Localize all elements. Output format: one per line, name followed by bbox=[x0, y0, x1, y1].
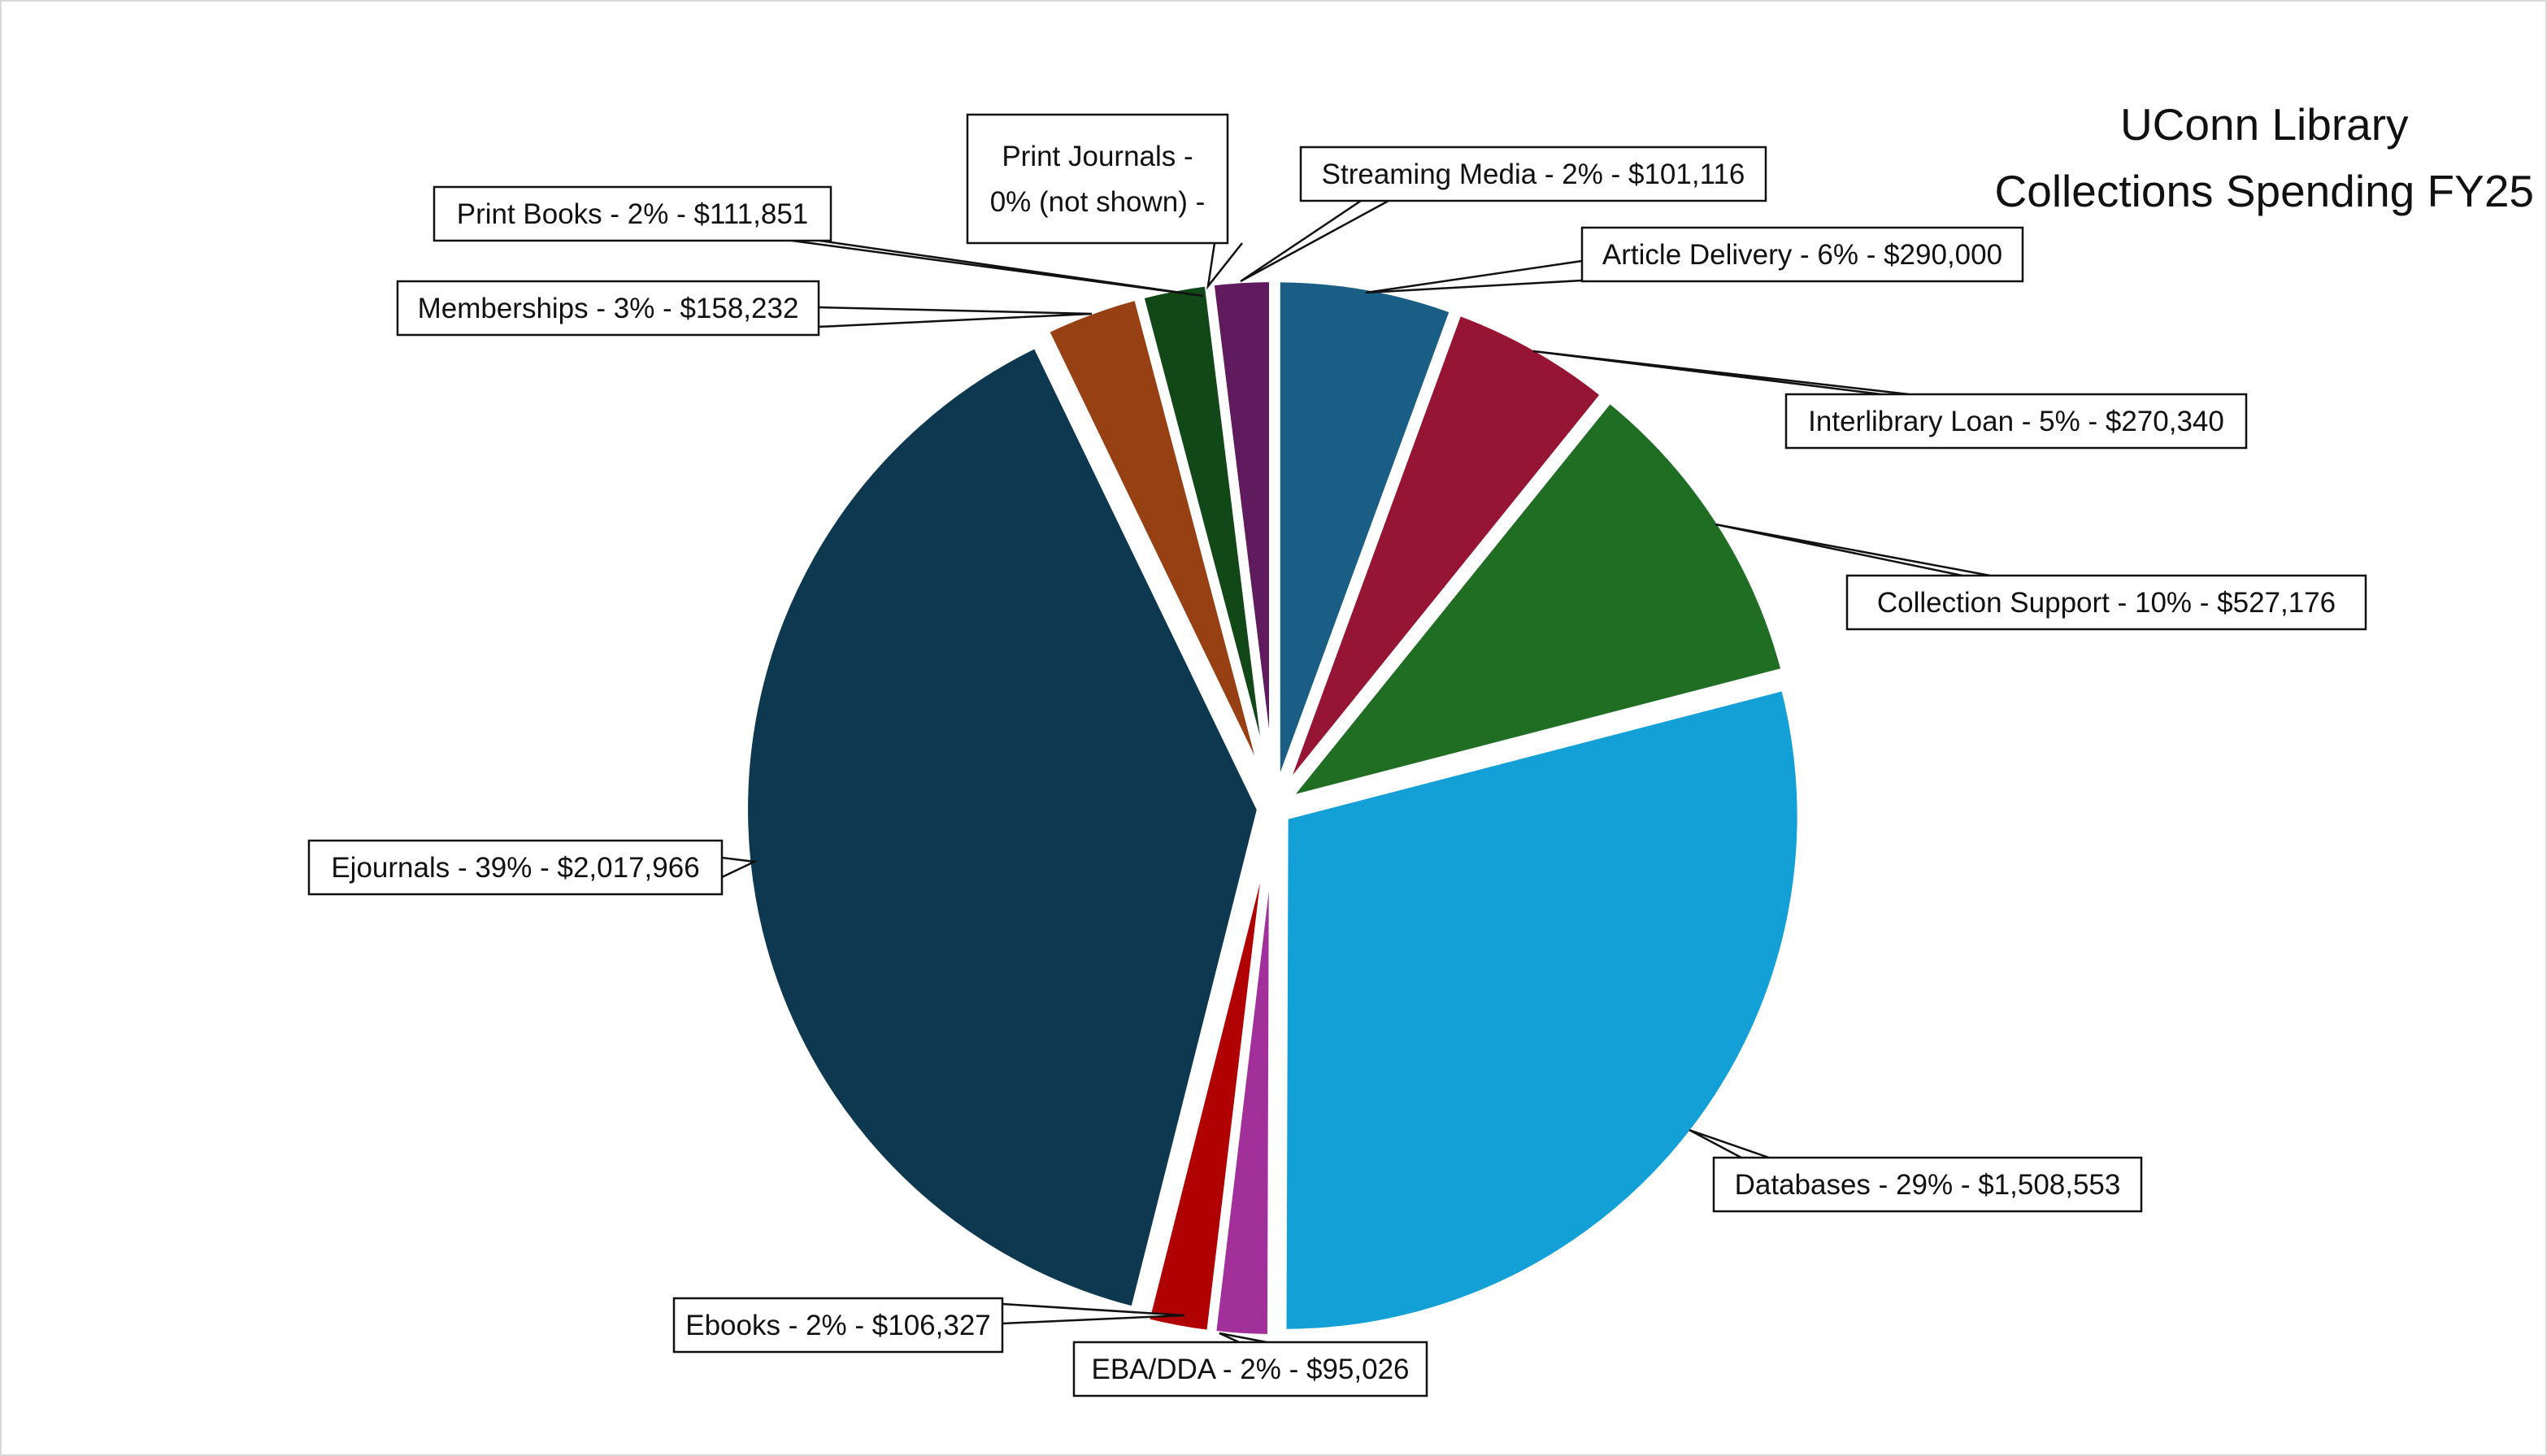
data-label-text: Ebooks - 2% - $106,327 bbox=[685, 1310, 991, 1341]
data-label-box bbox=[1784, 393, 2248, 450]
slice-collection-support bbox=[1274, 393, 1791, 808]
leader-print-journals bbox=[1206, 242, 1243, 290]
leader-print-books bbox=[791, 239, 1204, 298]
data-label-box bbox=[1712, 1156, 2143, 1213]
data-label-collection-support: Collection Support - 10% - $527,176 bbox=[1845, 574, 2367, 631]
data-label-ebooks: Ebooks - 2% - $106,327 bbox=[672, 1297, 1004, 1354]
leader-streaming-media bbox=[1240, 199, 1389, 283]
slice-labels: Article Delivery - 6% - $290,000 Interlib… bbox=[307, 113, 2367, 1397]
pie-slices bbox=[740, 274, 1806, 1342]
data-label-databases: Databases - 29% - $1,508,553 bbox=[1712, 1156, 2143, 1213]
data-label-text: Memberships - 3% - $158,232 bbox=[418, 293, 799, 324]
leader-ejournals bbox=[721, 856, 758, 879]
leader-lines bbox=[721, 199, 1991, 1344]
data-label-box bbox=[432, 185, 832, 242]
data-label-text: Streaming Media - 2% - $101,116 bbox=[1322, 159, 1745, 190]
slice-ebooks bbox=[1140, 819, 1276, 1339]
data-label-text: Print Books - 2% - $111,851 bbox=[457, 198, 809, 230]
data-label-streaming-media: Streaming Media - 2% - $101,116 bbox=[1299, 146, 1767, 202]
chart-title-line-1: UConn Library bbox=[2119, 99, 2409, 150]
slice-article-delivery bbox=[1271, 274, 1460, 797]
data-label-print-journals: Print Journals - 0% (not shown) - bbox=[966, 113, 1229, 245]
leader-memberships bbox=[818, 306, 1093, 328]
data-label-text: Collection Support - 10% - $527,176 bbox=[1877, 587, 2336, 619]
data-label-text: EBA/DDA - 2% - $95,026 bbox=[1091, 1354, 1409, 1385]
data-label-box bbox=[672, 1297, 1004, 1354]
data-label-box bbox=[1845, 574, 2367, 631]
chart-title: UConn Library Collections Spending FY25 bbox=[1995, 91, 2534, 224]
chart-title-line-2: Collections Spending FY25 bbox=[1994, 166, 2534, 216]
data-label-memberships: Memberships - 3% - $158,232 bbox=[396, 280, 820, 337]
data-label-box bbox=[1072, 1341, 1428, 1397]
slice-interlibrary-loan bbox=[1276, 306, 1611, 800]
data-label-box bbox=[396, 280, 820, 337]
leader-ebooks bbox=[1002, 1302, 1185, 1325]
data-label-text: Article Delivery - 6% - $290,000 bbox=[1602, 239, 2002, 271]
leader-databases bbox=[1689, 1128, 1770, 1159]
data-label-ejournals: Ejournals - 39% - $2,017,966 bbox=[307, 839, 724, 896]
data-label-interlibrary-loan: Interlibrary Loan - 5% - $270,340 bbox=[1784, 393, 2248, 450]
data-label-article-delivery: Article Delivery - 6% - $290,000 bbox=[1580, 226, 2024, 283]
leader-article-delivery bbox=[1365, 259, 1583, 294]
data-label-text: Print Journals - bbox=[1002, 141, 1193, 172]
data-label-print-books: Print Books - 2% - $111,851 bbox=[432, 185, 832, 242]
leader-collection-support bbox=[1715, 523, 1991, 577]
data-label-text: Ejournals - 39% - $2,017,966 bbox=[331, 852, 699, 884]
data-label-box bbox=[966, 113, 1229, 245]
leader-eba-dda bbox=[1219, 1332, 1267, 1344]
data-label-text: 0% (not shown) - bbox=[990, 186, 1206, 218]
leader-interlibrary-loan bbox=[1532, 350, 1910, 396]
data-label-box bbox=[1580, 226, 2024, 283]
data-label-box bbox=[307, 839, 724, 896]
data-label-eba-dda: EBA/DDA - 2% - $95,026 bbox=[1072, 1341, 1428, 1397]
data-label-text: Interlibrary Loan - 5% - $270,340 bbox=[1808, 406, 2224, 437]
data-label-box bbox=[1299, 146, 1767, 202]
slice-databases bbox=[1278, 681, 1806, 1337]
data-label-text: Databases - 29% - $1,508,553 bbox=[1735, 1169, 2121, 1201]
